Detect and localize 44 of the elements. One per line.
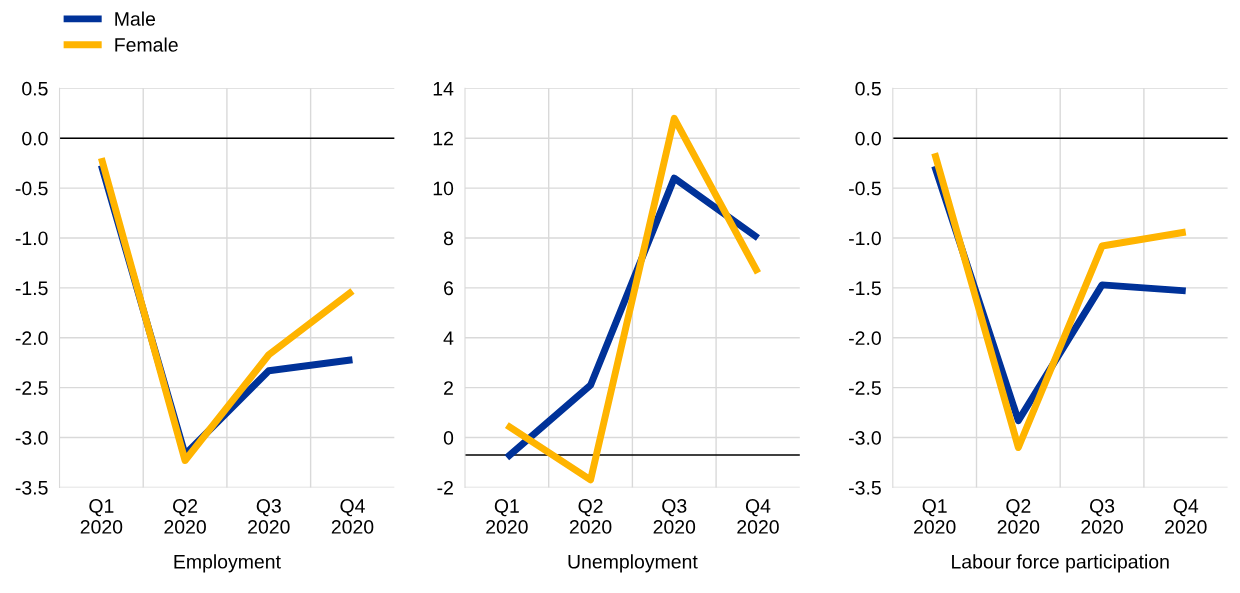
y-tick-label: -1.5 (15, 281, 48, 296)
x-axis-title: Employment (174, 554, 281, 573)
y-tick-label: -0.5 (15, 181, 48, 196)
y-tick-label: 6 (444, 281, 454, 296)
y-tick-label: -2.0 (849, 331, 881, 346)
legend-label: Female (115, 37, 178, 52)
x-tick-label: Q3 2020 (653, 499, 696, 534)
x-tick-label: Q4 2020 (331, 499, 374, 534)
x-tick-label: Q4 2020 (737, 499, 779, 534)
y-tick-label: -3.5 (849, 480, 881, 495)
y-tick-label: 0.0 (855, 131, 881, 146)
y-tick-label: 8 (443, 231, 454, 246)
y-tick-label: 14 (433, 82, 454, 96)
x-tick-label: Q4 2020 (1165, 499, 1207, 534)
x-tick-label: Q2 2020 (569, 499, 612, 534)
y-tick-label: 10 (433, 181, 454, 196)
x-tick-label: Q2 2020 (997, 499, 1040, 534)
y-tick-label: 2 (444, 381, 453, 395)
y-tick-label: -3.5 (15, 480, 48, 495)
y-tick-label: 0.5 (855, 81, 881, 96)
legend-label: Male (115, 11, 156, 26)
y-tick-label: -3.0 (15, 431, 48, 445)
x-tick-label: Q1 2020 (914, 499, 956, 534)
y-tick-label: -0.5 (849, 181, 881, 196)
y-tick-label: 12 (433, 131, 453, 146)
y-tick-label: -3.0 (849, 431, 881, 445)
x-tick-label: Q1 2020 (80, 499, 123, 534)
y-tick-label: 4 (443, 331, 454, 345)
y-tick-label: -2.5 (849, 381, 881, 395)
y-tick-label: -2.5 (15, 381, 48, 395)
y-tick-label: -1.0 (849, 231, 881, 246)
x-axis-title: Unemployment (568, 554, 698, 573)
y-tick-label: 0.0 (22, 131, 48, 146)
y-tick-label: -1.0 (15, 231, 48, 246)
y-tick-label: -2.0 (15, 331, 48, 346)
y-tick-label: 0.5 (22, 81, 48, 96)
y-tick-label: -1.5 (849, 281, 881, 296)
y-tick-label: 0 (443, 431, 454, 445)
x-axis-title: Labour force participation (952, 554, 1169, 573)
x-tick-label: Q3 2020 (1081, 499, 1123, 534)
x-tick-label: Q2 2020 (164, 499, 206, 534)
x-tick-label: Q1 2020 (486, 499, 528, 534)
x-tick-label: Q3 2020 (248, 499, 290, 534)
y-tick-label: -2 (437, 480, 453, 495)
